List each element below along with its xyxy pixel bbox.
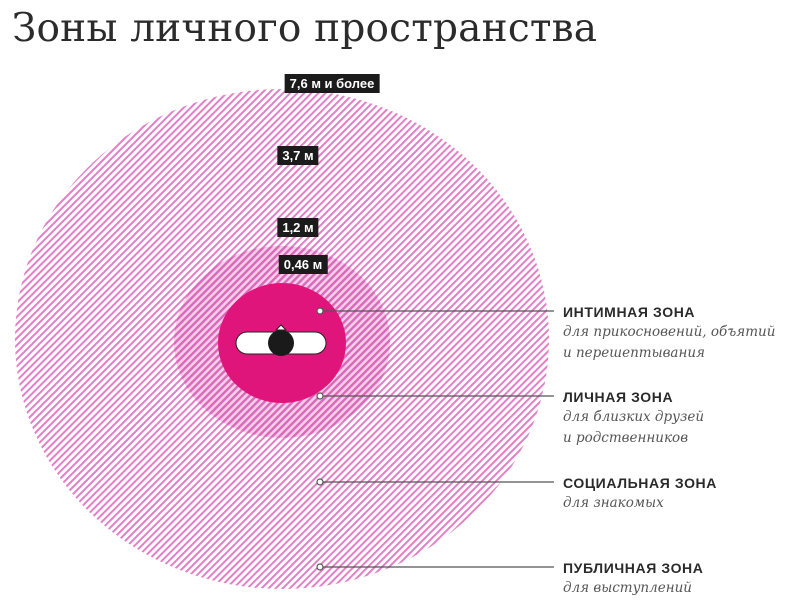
public-leader-dot — [316, 563, 324, 571]
public-zone-name: ПУБЛИЧНАЯ ЗОНА — [563, 560, 704, 576]
public-radius-label: 7,6 м и более — [284, 74, 380, 93]
social-zone-desc-line-1: для знакомых — [563, 495, 664, 511]
intimate-zone-desc-line-2: и перешептывания — [563, 345, 706, 361]
public-zone-caption: ПУБЛИЧНАЯ ЗОНА для выступлений — [563, 558, 799, 599]
intimate-zone-name: ИНТИМНАЯ ЗОНА — [563, 304, 696, 320]
intimate-zone-caption: ИНТИМНАЯ ЗОНА для прикосновений, объятий… — [563, 302, 799, 364]
personal-zone-caption: ЛИЧНАЯ ЗОНА для близких друзей и родстве… — [563, 387, 799, 449]
social-leader-dot — [316, 478, 324, 486]
personal-zone-desc-line-1: для близких друзей — [563, 409, 705, 425]
intimate-radius-label: 0,46 м — [278, 255, 328, 274]
public-zone-desc-line-1: для выступлений — [563, 580, 692, 596]
personal-radius-label: 1,2 м — [277, 218, 319, 237]
personal-zone-name: ЛИЧНАЯ ЗОНА — [563, 389, 674, 405]
social-zone-caption: СОЦИАЛЬНАЯ ЗОНА для знакомых — [563, 473, 799, 514]
personal-leader-dot — [316, 392, 324, 400]
social-radius-label: 3,7 м — [277, 146, 319, 165]
page-title: Зоны личного пространства — [12, 6, 598, 51]
intimate-zone-desc-line-1: для прикосновений, объятий — [563, 324, 776, 340]
zone-leader-lines — [316, 307, 554, 571]
intimate-leader-dot — [316, 307, 324, 315]
person-top-view-icon — [235, 324, 327, 356]
personal-zone-desc-line-2: и родственников — [563, 430, 689, 446]
social-zone-name: СОЦИАЛЬНАЯ ЗОНА — [563, 475, 717, 491]
